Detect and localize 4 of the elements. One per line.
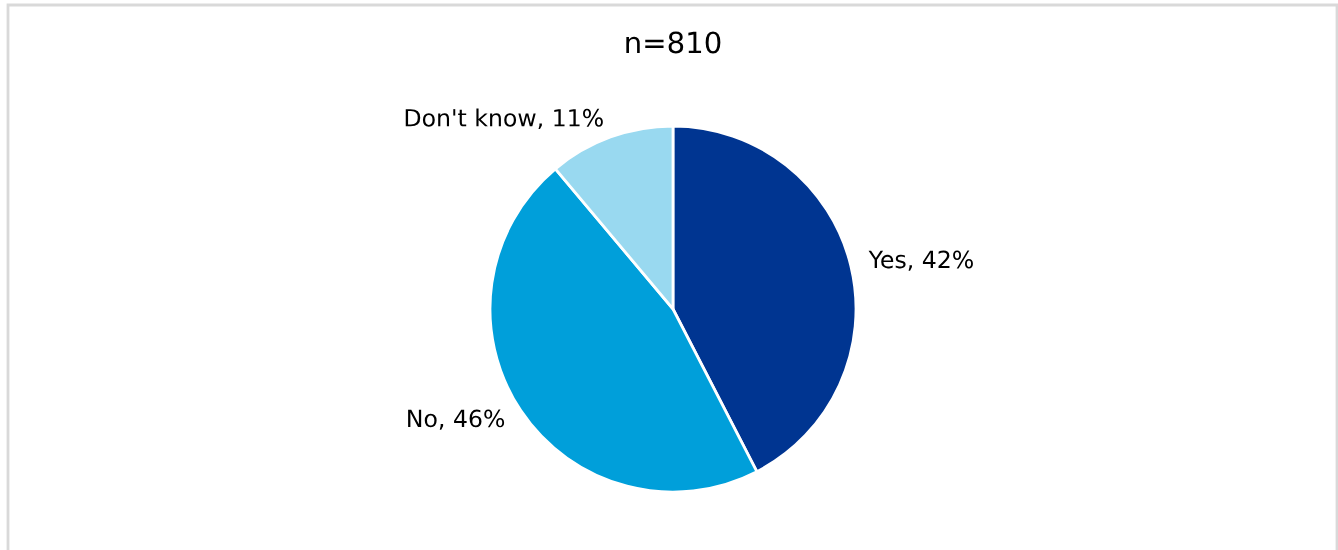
slice-label: Yes, 42%: [868, 250, 973, 271]
slice-label: Don't know, 11%: [405, 108, 603, 130]
chart-title: n=810: [626, 31, 721, 54]
slice-label: No, 46%: [408, 409, 505, 430]
